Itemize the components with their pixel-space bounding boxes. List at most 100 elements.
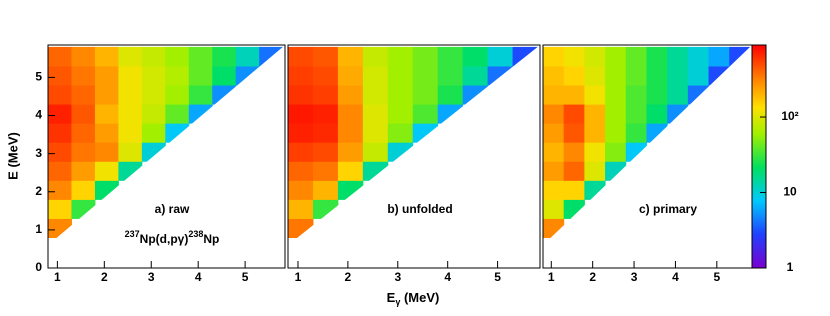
x-tick-label: 1 bbox=[54, 270, 61, 284]
heat-cell bbox=[387, 104, 414, 124]
heat-cell bbox=[337, 123, 364, 143]
heat-cell bbox=[48, 85, 72, 105]
heat-cell bbox=[312, 46, 339, 67]
panel-label: b) unfolded bbox=[387, 202, 452, 216]
heat-cell bbox=[48, 123, 72, 143]
heat-cell bbox=[437, 65, 464, 86]
heat-cell bbox=[259, 46, 284, 67]
heat-cell bbox=[118, 123, 143, 143]
heat-cell bbox=[543, 180, 565, 200]
heat-cell bbox=[312, 161, 339, 181]
heat-cell bbox=[48, 65, 72, 86]
heat-cell bbox=[646, 46, 668, 67]
x-tick-label: 3 bbox=[148, 270, 155, 284]
heat-cell bbox=[667, 65, 689, 86]
heat-cell bbox=[563, 199, 585, 219]
heat-cell bbox=[165, 123, 190, 143]
heat-cell bbox=[165, 104, 190, 124]
heat-cell bbox=[288, 85, 314, 105]
heat-cell bbox=[462, 85, 489, 105]
x-tick-label: 4 bbox=[672, 270, 679, 284]
heat-cell bbox=[563, 161, 585, 181]
heat-cell bbox=[487, 65, 514, 86]
heat-cell bbox=[584, 180, 606, 200]
heat-cell bbox=[118, 46, 143, 67]
heat-cell bbox=[563, 104, 585, 124]
y-tick-label: 0 bbox=[35, 260, 42, 274]
heat-cell bbox=[188, 85, 213, 105]
heat-cell bbox=[605, 161, 627, 181]
heat-cell bbox=[646, 65, 668, 86]
heat-cell bbox=[337, 180, 364, 200]
heat-cell bbox=[584, 142, 606, 162]
heat-cell bbox=[605, 65, 627, 86]
x-tick-label: 5 bbox=[242, 270, 249, 284]
heat-cell bbox=[667, 46, 689, 67]
heat-cell bbox=[412, 104, 439, 124]
heat-cell bbox=[387, 142, 414, 162]
reaction-part: 238 bbox=[188, 229, 203, 239]
heat-cell bbox=[625, 142, 647, 162]
heat-cell bbox=[118, 142, 143, 162]
heat-cell bbox=[312, 142, 339, 162]
heat-cell bbox=[48, 180, 72, 200]
heat-cell bbox=[687, 46, 710, 67]
heat-cell bbox=[94, 123, 119, 143]
heat-cell bbox=[437, 85, 464, 105]
x-label-unit: (MeV) bbox=[400, 290, 439, 305]
heat-cell bbox=[337, 142, 364, 162]
heat-cell bbox=[362, 104, 389, 124]
heat-cell bbox=[165, 65, 190, 86]
y-tick-label: 1 bbox=[35, 222, 42, 236]
heat-cell bbox=[362, 65, 389, 86]
z-tick-label: 10 bbox=[783, 185, 797, 199]
heat-cell bbox=[687, 85, 710, 105]
heat-cell bbox=[625, 46, 647, 67]
heat-cell bbox=[288, 199, 314, 219]
heat-cell bbox=[94, 161, 119, 181]
heat-cell bbox=[625, 123, 647, 143]
y-tick-label: 2 bbox=[35, 184, 42, 198]
x-label-main: E bbox=[387, 290, 396, 305]
heat-cell bbox=[165, 46, 190, 67]
heat-cell bbox=[708, 65, 730, 86]
heat-cell bbox=[584, 85, 606, 105]
heat-cell bbox=[584, 46, 606, 67]
heat-cell bbox=[625, 104, 647, 124]
heat-cell bbox=[94, 65, 119, 86]
heat-cell bbox=[141, 85, 166, 105]
heat-cell bbox=[235, 46, 260, 67]
heat-cell bbox=[387, 46, 414, 67]
heat-cell bbox=[71, 123, 96, 143]
heat-cell bbox=[387, 123, 414, 143]
heat-cell bbox=[584, 161, 606, 181]
heat-cell bbox=[288, 123, 314, 143]
panel-frame bbox=[287, 44, 541, 269]
heat-cell bbox=[543, 218, 565, 239]
x-tick-label: 2 bbox=[345, 270, 352, 284]
heat-cell bbox=[437, 104, 464, 124]
y-tick-label: 3 bbox=[35, 146, 42, 160]
heat-cell bbox=[543, 65, 565, 86]
heat-cell bbox=[288, 104, 314, 124]
heat-cell bbox=[212, 85, 237, 105]
x-tick-label: 3 bbox=[631, 270, 638, 284]
heat-cell bbox=[94, 85, 119, 105]
heat-cell bbox=[71, 180, 96, 200]
heat-cell bbox=[667, 104, 689, 124]
heat-cell bbox=[141, 142, 166, 162]
x-tick-label: 1 bbox=[548, 270, 555, 284]
heat-cell bbox=[212, 65, 237, 86]
heat-cell bbox=[312, 65, 339, 86]
reaction-part: Np(d,pγ) bbox=[140, 232, 189, 246]
z-tick-label: 1 bbox=[787, 260, 794, 274]
heat-cell bbox=[729, 46, 751, 67]
heat-cell bbox=[312, 199, 339, 219]
heat-cell bbox=[71, 199, 96, 219]
heat-cell bbox=[212, 46, 237, 67]
heat-cell bbox=[94, 104, 119, 124]
heat-cell bbox=[605, 46, 627, 67]
heat-cell bbox=[605, 123, 627, 143]
x-tick-label: 5 bbox=[713, 270, 720, 284]
heat-cell bbox=[646, 123, 668, 143]
